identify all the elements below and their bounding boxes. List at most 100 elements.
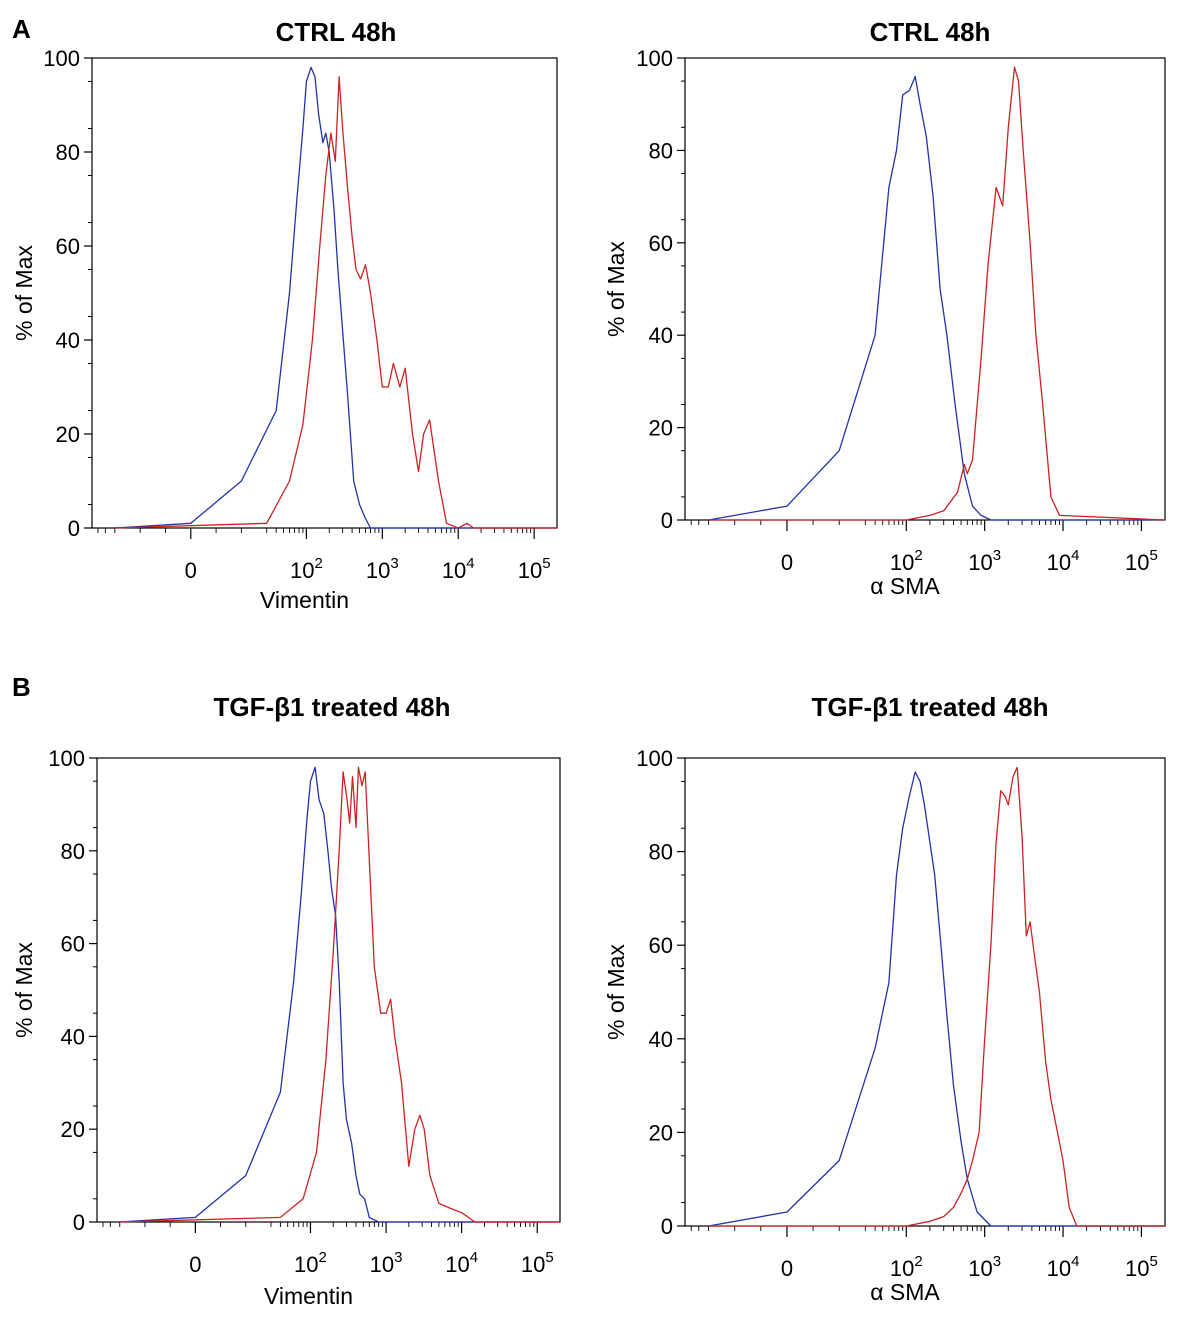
x-tick-base: 10 [1047, 550, 1071, 575]
y-axis-label: % of Max [11, 245, 37, 341]
series-stained-line [114, 76, 557, 529]
x-tick-label: 104 [1047, 1253, 1080, 1281]
y-tick-label: 20 [649, 1120, 673, 1145]
x-tick-exponent: 3 [394, 1249, 402, 1266]
x-axis-label: α SMA [870, 573, 940, 599]
x-axis-label: Vimentin [264, 1283, 353, 1309]
x-tick-base: 10 [442, 558, 466, 583]
x-tick-label: 0 [189, 1252, 201, 1277]
plot-frame [684, 57, 1166, 521]
x-tick-label: 102 [890, 547, 923, 575]
chart-title: CTRL 48h [870, 17, 991, 47]
y-tick-label: 60 [649, 933, 673, 958]
plot-frame [96, 757, 561, 1223]
x-tick-label: 103 [370, 1249, 403, 1277]
x-tick-exponent: 3 [993, 547, 1001, 564]
x-tick-label: 102 [290, 555, 323, 583]
y-tick-label: 0 [73, 1210, 85, 1235]
x-tick-base: 10 [968, 1256, 992, 1281]
x-tick-base: 10 [968, 550, 992, 575]
x-tick-base: 10 [370, 1252, 394, 1277]
y-axis-label: % of Max [11, 942, 37, 1038]
y-tick-label: 80 [649, 840, 673, 865]
y-tick-label: 100 [636, 746, 673, 771]
x-tick-base: 0 [781, 1256, 793, 1281]
y-axis-label: % of Max [603, 944, 629, 1040]
y-tick-label: 40 [649, 323, 673, 348]
series-control-line [114, 66, 557, 529]
x-tick-label: 0 [781, 1256, 793, 1281]
x-tick-label: 105 [1125, 1253, 1158, 1281]
y-tick-label: 40 [649, 1027, 673, 1052]
y-tick-label: 20 [649, 416, 673, 441]
chart-title: TGF-β1 treated 48h [214, 692, 451, 722]
x-axis-label: Vimentin [260, 587, 349, 613]
y-tick-label: 60 [56, 234, 80, 259]
x-tick-base: 10 [1047, 1256, 1071, 1281]
x-tick-exponent: 3 [993, 1253, 1001, 1270]
x-tick-label: 102 [890, 1253, 923, 1281]
x-tick-label: 0 [781, 550, 793, 575]
x-tick-exponent: 5 [1149, 547, 1157, 564]
x-tick-base: 0 [189, 1252, 201, 1277]
x-tick-base: 10 [366, 558, 390, 583]
x-tick-base: 10 [518, 558, 542, 583]
x-tick-exponent: 5 [1149, 1253, 1157, 1270]
x-tick-label: 104 [442, 555, 475, 583]
x-tick-base: 10 [1125, 550, 1149, 575]
x-tick-label: 103 [968, 1253, 1001, 1281]
x-tick-label: 102 [294, 1249, 327, 1277]
x-tick-label: 0 [185, 558, 197, 583]
series-stained-line [708, 66, 1166, 521]
y-tick-label: 20 [56, 422, 80, 447]
chart-title: CTRL 48h [276, 17, 397, 47]
y-tick-label: 0 [68, 516, 80, 541]
x-tick-exponent: 4 [1071, 1253, 1079, 1270]
y-tick-label: 40 [56, 328, 80, 353]
x-tick-label: 105 [518, 555, 551, 583]
y-tick-label: 60 [61, 932, 85, 957]
x-tick-base: 10 [1125, 1256, 1149, 1281]
x-tick-exponent: 2 [914, 547, 922, 564]
panel-label-a: A [12, 14, 31, 44]
series-control-line [708, 75, 1165, 521]
x-tick-label: 105 [1125, 547, 1158, 575]
plot-frame [684, 757, 1166, 1227]
y-tick-label: 0 [661, 508, 673, 533]
x-tick-base: 10 [521, 1252, 545, 1277]
y-axis-label: % of Max [603, 241, 629, 337]
x-tick-label: 103 [366, 555, 399, 583]
x-tick-exponent: 4 [466, 555, 474, 572]
y-tick-label: 100 [636, 46, 673, 71]
x-tick-exponent: 2 [319, 1249, 327, 1266]
x-tick-base: 10 [890, 1256, 914, 1281]
chart-title: TGF-β1 treated 48h [812, 692, 1049, 722]
x-tick-label: 103 [968, 547, 1001, 575]
y-tick-label: 40 [61, 1024, 85, 1049]
y-tick-label: 80 [61, 839, 85, 864]
x-tick-exponent: 2 [914, 1253, 922, 1270]
x-tick-exponent: 4 [1071, 547, 1079, 564]
x-tick-label: 104 [445, 1249, 478, 1277]
x-axis-label: α SMA [870, 1279, 940, 1305]
x-tick-base: 10 [445, 1252, 469, 1277]
series-stained-line [708, 766, 1165, 1227]
y-tick-label: 20 [61, 1117, 85, 1142]
y-tick-label: 100 [48, 746, 85, 771]
series-control-line [708, 771, 1165, 1227]
y-tick-label: 0 [661, 1214, 673, 1239]
x-tick-exponent: 4 [470, 1249, 478, 1266]
x-tick-base: 10 [290, 558, 314, 583]
plot-frame [91, 57, 558, 529]
x-tick-label: 105 [521, 1249, 554, 1277]
x-tick-base: 10 [294, 1252, 318, 1277]
y-tick-label: 80 [649, 138, 673, 163]
x-tick-exponent: 5 [542, 555, 550, 572]
series-control-line [119, 766, 560, 1223]
y-tick-label: 80 [56, 140, 80, 165]
y-tick-label: 60 [649, 231, 673, 256]
series-stained-line [119, 766, 560, 1223]
